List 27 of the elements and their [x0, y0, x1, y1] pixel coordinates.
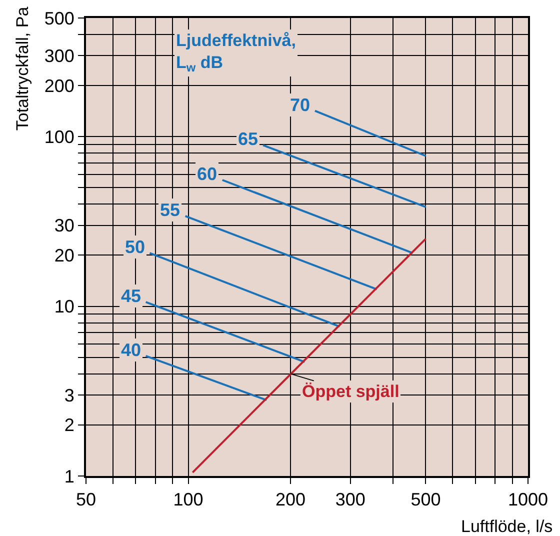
- legend-title: Ljudeffektnivå, L$_{w}$ dB: [176, 31, 296, 75]
- series-label: 50: [125, 237, 146, 257]
- y-tick-label: 2: [64, 415, 74, 436]
- series-label: 40: [121, 340, 142, 360]
- x-tick-label: 50: [76, 490, 96, 510]
- x-axis-title: Luftflöde, l/s: [461, 517, 553, 536]
- series-label: 55: [160, 200, 180, 220]
- y-tick-label: 300: [44, 46, 74, 66]
- annotation: Öppet spjäll: [302, 382, 400, 401]
- series-label: 70: [290, 95, 310, 115]
- x-tick-label: 300: [335, 490, 366, 510]
- series-label: 60: [197, 164, 218, 184]
- y-axis-title: Totaltryckfall, Pa: [13, 6, 32, 131]
- x-tick-label: 200: [276, 490, 306, 510]
- y-tick-label: 1: [64, 466, 74, 486]
- y-tick-label: 500: [44, 8, 74, 28]
- series-label: 45: [121, 286, 142, 306]
- y-tick-label: 30: [54, 216, 74, 236]
- x-tick-label: 500: [410, 490, 441, 510]
- y-tick-label: 20: [54, 246, 74, 266]
- x-tick-label: 1000: [508, 490, 548, 510]
- series-label: 65: [238, 129, 258, 149]
- y-tick-label: 100: [44, 126, 74, 147]
- y-tick-label: 200: [44, 76, 74, 96]
- y-tick-label: 10: [54, 296, 74, 317]
- y-tick-label: 3: [64, 385, 74, 406]
- x-tick-label: 100: [173, 490, 204, 510]
